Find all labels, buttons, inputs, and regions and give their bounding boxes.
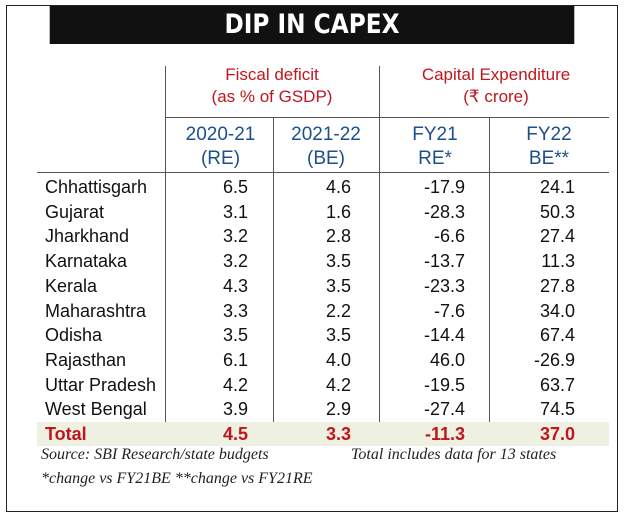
value-cell: -23.3 (423, 275, 465, 296)
value-cell: 37.0 (539, 424, 575, 444)
divider (37, 172, 609, 173)
value-cell: -7.6 (433, 300, 465, 321)
value-cell: 2.9 (325, 399, 351, 420)
divider (379, 66, 380, 444)
table-row: Jharkhand 3.2 2.8 -6.6 27.4 (7, 224, 607, 248)
value-cell: 3.2 (222, 251, 248, 272)
capex-unit: (₹ crore) (463, 87, 529, 106)
value-cell: 2.8 (325, 226, 351, 247)
capex-group-header: Capital Expenditure (₹ crore) (381, 64, 611, 108)
state-name: Uttar Pradesh (45, 374, 157, 395)
value-cell: 3.5 (325, 251, 351, 272)
column-header-line1: FY22 (526, 124, 572, 145)
value-cell: -28.3 (423, 201, 465, 222)
value-cell: 6.1 (222, 349, 248, 370)
column-header-line1: 2020-21 (185, 124, 256, 145)
value-cell: 3.3 (325, 424, 351, 444)
table-row: Odisha 3.5 3.5 -14.4 67.4 (7, 323, 607, 347)
state-name: West Bengal (45, 399, 147, 420)
value-cell: -26.9 (533, 349, 575, 370)
value-cell: 34.0 (539, 300, 575, 321)
value-cell: 4.6 (325, 177, 351, 197)
column-header-line2: RE* (418, 148, 452, 169)
fiscal-deficit-unit: (as % of GSDP) (211, 87, 333, 106)
table-row: Uttar Pradesh 4.2 4.2 -19.5 63.7 (7, 373, 607, 397)
value-cell: -17.9 (423, 177, 465, 197)
value-cell: 3.2 (222, 226, 248, 247)
divider (273, 118, 274, 444)
table-row: West Bengal 3.9 2.9 -27.4 74.5 (7, 397, 607, 421)
divider (489, 118, 490, 444)
fiscal-deficit-label: Fiscal deficit (225, 65, 319, 84)
column-header-line2: BE** (528, 148, 570, 169)
value-cell: 3.5 (325, 325, 351, 346)
source-note: Source: SBI Research/state budgets (41, 446, 269, 463)
value-cell: 2.2 (325, 300, 351, 321)
total-row: Total 4.5 3.3 -11.3 37.0 (37, 422, 609, 446)
table-row: Chhattisgarh 6.5 4.6 -17.9 24.1 (7, 175, 607, 199)
state-name: Gujarat (45, 201, 105, 222)
total-label: Total (45, 424, 87, 444)
coverage-note: Total includes data for 13 states (351, 446, 557, 463)
column-header-fy22: FY22 BE** (489, 123, 609, 171)
value-cell: 6.5 (222, 177, 248, 197)
value-cell: 11.3 (541, 251, 575, 272)
value-cell: 3.5 (222, 325, 248, 346)
value-cell: 4.2 (325, 374, 351, 395)
value-cell: 4.5 (222, 424, 248, 444)
value-cell: 3.5 (325, 275, 351, 296)
column-header-line1: FY21 (412, 124, 458, 145)
value-cell: 63.7 (539, 374, 575, 395)
capex-table-card: DIP IN CAPEX Fiscal deficit (as % of GSD… (6, 5, 618, 512)
divider (165, 66, 166, 444)
value-cell: 4.0 (325, 349, 351, 370)
table-row: Gujarat 3.1 1.6 -28.3 50.3 (7, 200, 607, 224)
value-cell: 46.0 (429, 349, 465, 370)
column-header-line2: (RE) (200, 148, 241, 169)
value-cell: 3.3 (222, 300, 248, 321)
value-cell: -11.3 (424, 424, 465, 444)
value-cell: 1.6 (325, 201, 351, 222)
value-cell: -6.6 (433, 226, 465, 247)
table-row: Kerala 4.3 3.5 -23.3 27.8 (7, 274, 607, 298)
state-name: Jharkhand (45, 226, 130, 247)
column-header-line1: 2021-22 (291, 124, 361, 145)
value-cell: -19.5 (423, 374, 465, 395)
divider (165, 117, 609, 118)
state-name: Rajasthan (45, 349, 127, 370)
capex-label: Capital Expenditure (421, 65, 571, 84)
value-cell: 27.8 (539, 275, 575, 296)
footnote: *change vs FY21BE **change vs FY21RE (41, 470, 313, 487)
value-cell: -13.7 (423, 251, 465, 272)
value-cell: 24.1 (539, 177, 575, 197)
column-header-2020-21: 2020-21 (RE) (168, 123, 273, 171)
page-title: DIP IN CAPEX (49, 6, 575, 44)
fiscal-deficit-group-header: Fiscal deficit (as % of GSDP) (168, 64, 376, 108)
state-name: Karnataka (45, 251, 128, 272)
value-cell: -27.4 (423, 399, 465, 420)
column-header-line2: (BE) (307, 148, 345, 169)
state-name: Odisha (45, 325, 103, 346)
state-name: Chhattisgarh (45, 177, 148, 197)
value-cell: 50.3 (539, 201, 575, 222)
state-name: Maharashtra (45, 300, 147, 321)
value-cell: 27.4 (539, 226, 575, 247)
value-cell: 3.1 (222, 201, 248, 222)
state-name: Kerala (45, 275, 98, 296)
value-cell: 67.4 (539, 325, 575, 346)
value-cell: 3.9 (222, 399, 248, 420)
value-cell: 74.5 (539, 399, 575, 420)
table-row: Karnataka 3.2 3.5 -13.7 11.3 (7, 249, 607, 273)
value-cell: 4.3 (222, 275, 248, 296)
value-cell: -14.4 (423, 325, 465, 346)
column-header-fy21: FY21 RE* (381, 123, 489, 171)
table-row: Maharashtra 3.3 2.2 -7.6 34.0 (7, 299, 607, 323)
table-row: Rajasthan 6.1 4.0 46.0 -26.9 (7, 348, 607, 372)
column-header-2021-22: 2021-22 (BE) (273, 123, 379, 171)
value-cell: 4.2 (222, 374, 248, 395)
